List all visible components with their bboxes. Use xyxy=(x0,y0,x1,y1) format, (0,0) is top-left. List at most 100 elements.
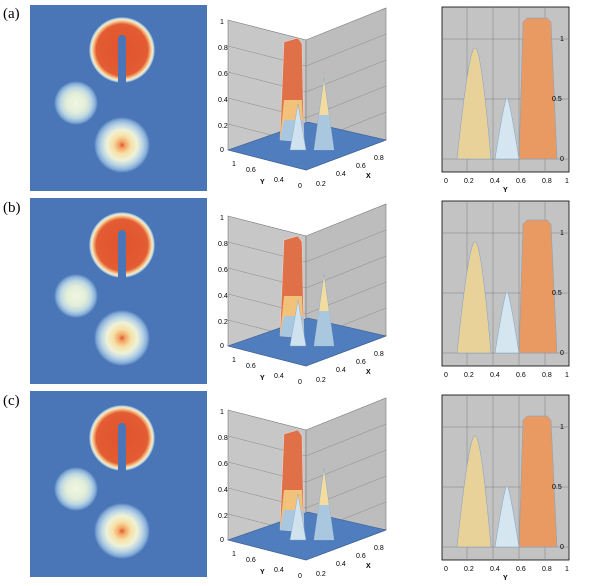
z-tick: 0.5 xyxy=(552,290,562,297)
x-tick: 0.8 xyxy=(542,566,552,573)
x-tick: 0.2 xyxy=(316,377,326,384)
x-tick: 0.4 xyxy=(490,178,500,185)
x-axis-label: Y xyxy=(503,187,508,194)
row-label: (b) xyxy=(3,200,21,216)
z-tick: 0.8 xyxy=(218,241,228,248)
surface-3d-plot: 0 0.2 0.4 0.6 0.8 1 1 0.6 0.4 0 Y 0.2 0.… xyxy=(218,397,388,580)
z-tick: 1 xyxy=(560,230,564,237)
x-axis-label: Y xyxy=(503,575,508,582)
z-tick: 0.6 xyxy=(218,267,228,274)
z-tick: 1 xyxy=(560,424,564,431)
x-tick: 1 xyxy=(565,566,569,573)
cone-profile xyxy=(456,435,492,548)
y-tick: 0 xyxy=(298,379,302,386)
y-tick: 1 xyxy=(232,161,236,168)
y-axis-label: Y xyxy=(260,375,265,382)
cone xyxy=(94,310,150,366)
contour-plot xyxy=(30,5,207,191)
x-tick: 0.4 xyxy=(336,367,346,374)
x-axis-label: X xyxy=(366,369,371,376)
x-tick: 0.6 xyxy=(356,163,366,170)
cosine-hump xyxy=(54,467,98,511)
z-tick: 0.6 xyxy=(218,461,228,468)
x-tick: 0.8 xyxy=(542,178,552,185)
y-tick: 0.4 xyxy=(274,373,284,380)
cosine-hump xyxy=(54,81,98,125)
cone xyxy=(94,503,150,559)
z-tick: 0.2 xyxy=(218,123,228,130)
surface-peaks xyxy=(279,235,335,347)
x-tick: 1 xyxy=(565,178,569,185)
x-tick: 0.4 xyxy=(336,561,346,568)
x-tick: 0.6 xyxy=(356,553,366,560)
y-axis-label: Y xyxy=(260,179,265,186)
y-tick: 0 xyxy=(298,573,302,580)
z-tick: 1 xyxy=(560,36,564,43)
z-tick: 0.4 xyxy=(218,487,228,494)
hump-profile xyxy=(494,291,520,354)
z-tick: 0 xyxy=(560,156,564,163)
z-tick: 0 xyxy=(560,544,564,551)
y-tick: 0.6 xyxy=(246,557,256,564)
cylinder-profile xyxy=(518,415,558,548)
contour-plot xyxy=(30,391,207,577)
z-tick: 0.4 xyxy=(218,97,228,104)
x-tick: 0.6 xyxy=(516,178,526,185)
surface-peaks xyxy=(279,429,335,541)
x-axis-label: X xyxy=(366,563,371,570)
x-tick: 0.2 xyxy=(316,571,326,578)
cylinder-slot xyxy=(118,39,126,84)
x-tick: 0.4 xyxy=(490,372,500,379)
surface-3d-plot: 0 0.2 0.4 0.6 0.8 1 1 0.6 0.4 0 Y 0.2 0.… xyxy=(218,203,388,386)
z-tick: 0.8 xyxy=(218,435,228,442)
x-tick: 0.2 xyxy=(464,566,474,573)
x-tick: 0 xyxy=(444,566,448,573)
cone-profile xyxy=(456,47,492,160)
z-tick: 0.4 xyxy=(218,293,228,300)
x-tick: 0.8 xyxy=(374,351,384,358)
hump-profile xyxy=(494,97,520,160)
x-tick: 1 xyxy=(565,372,569,379)
x-tick: 0.4 xyxy=(490,566,500,573)
surface-peaks xyxy=(279,37,335,151)
z-tick: 0.5 xyxy=(552,484,562,491)
cosine-hump xyxy=(54,274,98,318)
cone xyxy=(94,117,150,173)
z-tick: 0 xyxy=(220,537,224,544)
z-tick: 0.8 xyxy=(218,45,228,52)
x-tick: 0.6 xyxy=(516,566,526,573)
x-tick: 0.6 xyxy=(356,359,366,366)
y-tick: 0.4 xyxy=(274,177,284,184)
side-view-plot: 0 0.2 0.4 0.6 0.8 1 Y 0 0.5 1 xyxy=(441,394,570,582)
z-tick: 0.2 xyxy=(218,513,228,520)
x-tick: 0.2 xyxy=(464,372,474,379)
z-tick: 0 xyxy=(220,343,224,350)
y-tick: 0.6 xyxy=(246,167,256,174)
cylinder-slot xyxy=(118,234,126,279)
z-tick: 0.6 xyxy=(218,71,228,78)
x-tick: 0.2 xyxy=(316,181,326,188)
z-tick: 1 xyxy=(220,215,224,222)
y-tick: 0.6 xyxy=(246,363,256,370)
x-tick: 0.4 xyxy=(336,171,346,178)
side-view-plot: 0 0.2 0.4 0.6 0.8 1 Y 0 0.5 1 xyxy=(441,6,570,194)
x-tick: 0 xyxy=(444,372,448,379)
cylinder-profile xyxy=(518,219,558,354)
y-axis-label: Y xyxy=(260,569,265,576)
x-tick: 0.8 xyxy=(374,545,384,552)
x-tick: 0.8 xyxy=(542,372,552,379)
y-tick: 0 xyxy=(298,183,302,190)
x-tick: 0.6 xyxy=(516,372,526,379)
x-tick: 0.8 xyxy=(374,155,384,162)
x-tick: 0.2 xyxy=(464,178,474,185)
side-view-plot: 0 0.2 0.4 0.6 0.8 1 0 0.5 1 xyxy=(441,200,570,379)
cylinder-profile xyxy=(518,17,558,160)
z-tick: 0.2 xyxy=(218,319,228,326)
y-tick: 1 xyxy=(232,551,236,558)
z-tick: 0 xyxy=(220,147,224,154)
z-tick: 1 xyxy=(220,19,224,26)
surface-3d-plot: 0 0.2 0.4 0.6 0.8 1 1 0.6 0.4 0 Y 0.2 0.… xyxy=(218,7,388,190)
cylinder-slot xyxy=(118,427,126,472)
hump-profile xyxy=(494,485,520,548)
x-tick: 0 xyxy=(444,178,448,185)
